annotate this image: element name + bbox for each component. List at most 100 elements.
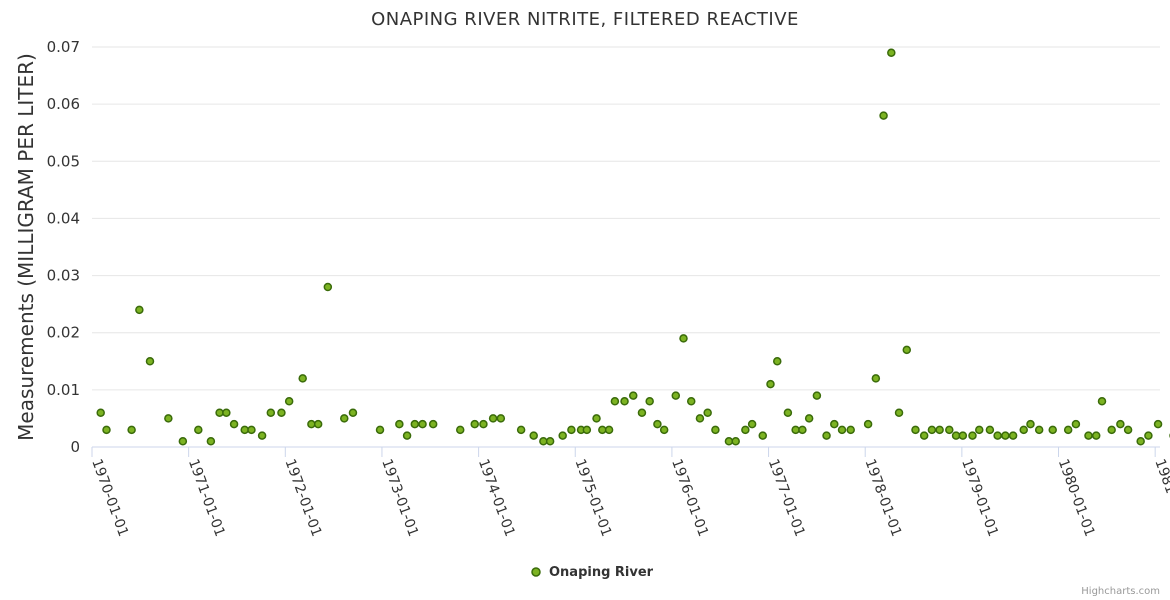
data-point[interactable] [773,357,782,366]
data-point[interactable] [194,425,203,435]
data-point[interactable] [215,408,224,417]
data-point[interactable] [135,305,144,315]
data-point[interactable] [812,391,822,400]
data-point[interactable] [1063,425,1073,435]
data-point[interactable] [610,397,620,406]
data-point[interactable] [1008,431,1018,440]
data-point[interactable] [747,419,757,429]
data-point[interactable] [1084,431,1093,440]
credits-link[interactable]: Highcharts.com [1081,586,1160,597]
data-point[interactable] [724,437,734,446]
legend-item-onaping-river[interactable]: Onaping River [549,565,654,580]
data-point[interactable] [671,391,681,400]
data-point[interactable] [645,397,654,406]
data-point[interactable] [298,374,307,383]
data-point[interactable] [863,419,873,429]
data-point[interactable] [1144,431,1153,440]
data-point[interactable] [582,425,592,435]
data-point[interactable] [927,425,937,435]
data-point[interactable] [284,397,294,406]
data-point[interactable] [1048,425,1057,435]
data-point[interactable] [516,425,526,435]
data-point[interactable] [313,419,323,429]
data-point[interactable] [628,391,638,400]
data-point[interactable] [1019,425,1028,435]
data-point[interactable] [846,425,855,435]
data-point[interactable] [902,345,912,355]
data-point[interactable] [229,419,239,429]
data-point[interactable] [791,425,800,435]
data-point[interactable] [637,408,647,417]
data-point[interactable] [919,431,929,440]
data-point[interactable] [455,425,465,435]
data-point[interactable] [985,425,995,435]
data-point[interactable] [1107,425,1116,435]
data-point[interactable] [240,425,249,435]
data-point[interactable] [1071,419,1081,429]
data-point[interactable] [348,408,358,417]
data-point[interactable] [395,419,404,429]
data-point[interactable] [340,414,349,423]
data-point[interactable] [695,414,705,423]
data-point[interactable] [164,414,173,423]
data-point[interactable] [958,431,968,440]
data-point[interactable] [1001,431,1010,440]
data-point[interactable] [935,425,944,435]
data-point[interactable] [798,425,807,435]
data-point[interactable] [266,408,276,417]
data-point[interactable] [653,419,662,429]
data-point[interactable] [731,437,740,446]
data-point[interactable] [1026,419,1035,429]
data-point[interactable] [323,282,333,292]
legend[interactable]: Onaping River [531,565,654,580]
data-point[interactable] [539,437,548,446]
data-point[interactable] [247,425,256,435]
data-point[interactable] [887,48,896,57]
data-point[interactable] [879,111,888,120]
data-point[interactable] [567,425,576,435]
data-point[interactable] [558,431,567,440]
data-point[interactable] [479,419,488,429]
data-point[interactable] [96,408,105,417]
data-point[interactable] [830,419,839,429]
data-point[interactable] [659,425,669,435]
data-point[interactable] [741,425,750,435]
data-point[interactable] [428,419,438,429]
data-point[interactable] [598,425,607,435]
data-point[interactable] [758,431,768,440]
data-point[interactable] [837,425,847,435]
data-point[interactable] [804,414,814,423]
data-point[interactable] [206,437,216,446]
data-point[interactable] [975,425,984,435]
data-point[interactable] [222,408,231,417]
data-point[interactable] [1097,397,1107,406]
data-point[interactable] [1034,425,1044,435]
data-point[interactable] [604,425,614,435]
data-point[interactable] [488,414,498,423]
data-point[interactable] [496,414,506,423]
data-point[interactable] [1136,437,1145,446]
data-point[interactable] [592,414,601,423]
data-point[interactable] [145,357,155,366]
data-point[interactable] [127,425,136,435]
data-point[interactable] [1116,419,1125,429]
data-point[interactable] [102,425,111,435]
data-point[interactable] [679,334,688,343]
data-point[interactable] [410,419,420,429]
data-point[interactable] [766,379,775,389]
data-point[interactable] [545,437,555,446]
data-point[interactable] [822,431,831,440]
data-point[interactable] [620,397,629,406]
data-point[interactable] [178,437,188,446]
data-point[interactable] [1091,431,1101,440]
data-point[interactable] [257,431,267,440]
data-point[interactable] [871,374,881,383]
data-point[interactable] [711,425,720,435]
data-point[interactable] [307,419,316,429]
data-point[interactable] [894,408,904,417]
data-point[interactable] [1123,425,1133,435]
data-point[interactable] [418,419,427,429]
data-point[interactable] [993,431,1002,440]
data-point[interactable] [375,425,385,435]
data-point[interactable] [1153,419,1163,429]
